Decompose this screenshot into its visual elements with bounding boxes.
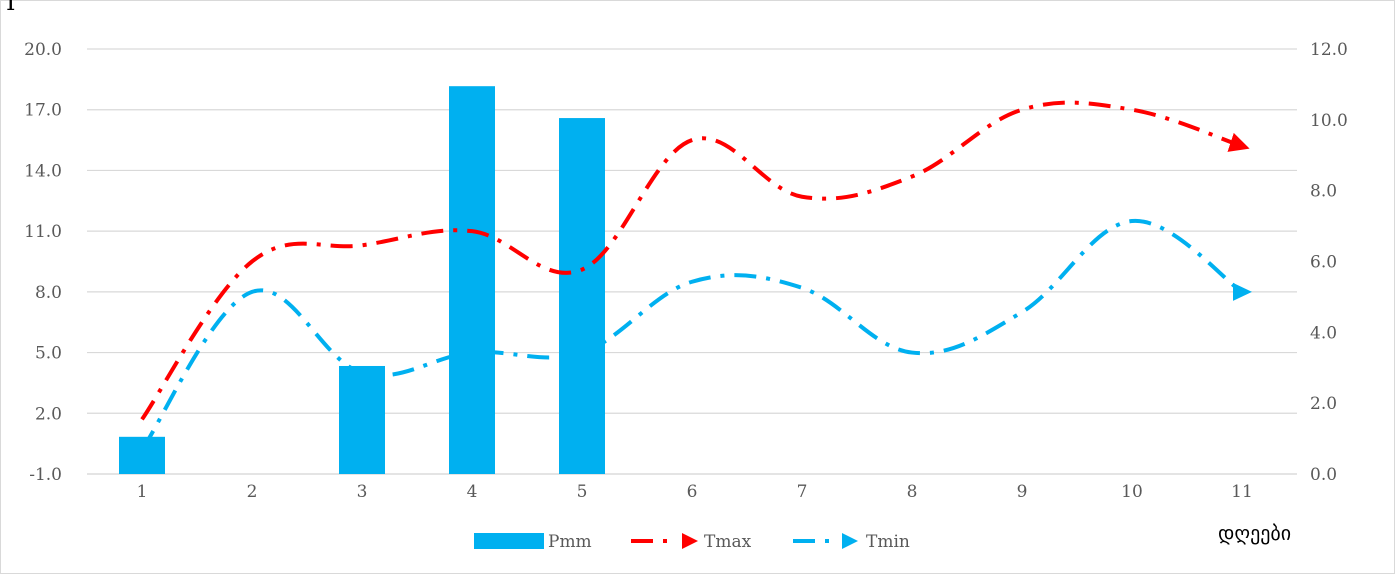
y-left-tick-label: 2.0 — [35, 404, 62, 424]
x-tick-label: 11 — [1231, 482, 1253, 502]
corner-label: I — [6, 0, 15, 16]
x-tick-label: 8 — [907, 482, 918, 502]
x-tick-label: 1 — [137, 482, 148, 502]
legend-label-pmm: Pmm — [548, 532, 592, 552]
line-tmin — [140, 219, 1244, 451]
y-right-tick-label: 12.0 — [1310, 40, 1348, 60]
y-left-tick-label: 5.0 — [35, 344, 62, 364]
y-left-tick-label: 11.0 — [24, 222, 62, 242]
x-tick-label: 7 — [797, 482, 808, 502]
y-right-tick-label: 2.0 — [1310, 394, 1337, 414]
legend-marker-tmax — [682, 533, 698, 549]
legend: Pmm Tmax Tmin — [474, 532, 910, 552]
tick-labels: 20.017.014.011.08.05.02.0-1.012.010.08.0… — [24, 40, 1348, 502]
legend-label-tmin: Tmin — [866, 532, 910, 552]
y-right-tick-label: 6.0 — [1310, 253, 1337, 273]
y-left-tick-label: 8.0 — [35, 283, 62, 303]
x-tick-label: 5 — [577, 482, 588, 502]
legend-marker-tmin — [842, 533, 858, 549]
line-tmax — [140, 100, 1250, 421]
x-tick-label: 9 — [1017, 482, 1028, 502]
x-tick-label: 10 — [1121, 482, 1143, 502]
y-left-tick-label: 14.0 — [24, 161, 62, 181]
bar-series — [119, 86, 605, 474]
legend-label-tmax: Tmax — [704, 532, 752, 552]
y-left-tick-label: -1.0 — [29, 465, 62, 485]
gridlines — [87, 48, 1297, 475]
line-series — [140, 100, 1252, 451]
bar-pmm — [449, 86, 495, 474]
x-tick-label: 3 — [357, 482, 368, 502]
line-end-marker-tmin — [1233, 282, 1252, 301]
legend-swatch-pmm — [474, 533, 544, 549]
x-tick-label: 6 — [687, 482, 698, 502]
y-left-tick-label: 20.0 — [24, 40, 62, 60]
x-tick-label: 4 — [467, 482, 478, 502]
y-right-tick-label: 4.0 — [1310, 323, 1337, 343]
y-right-tick-label: 8.0 — [1310, 182, 1337, 202]
y-right-tick-label: 0.0 — [1310, 465, 1337, 485]
bar-pmm — [339, 365, 385, 474]
y-right-tick-label: 10.0 — [1310, 111, 1348, 131]
x-tick-label: 2 — [247, 482, 258, 502]
bar-pmm — [119, 436, 165, 474]
x-axis-label: დღეები — [1218, 521, 1291, 545]
y-left-tick-label: 17.0 — [24, 101, 62, 121]
bar-pmm — [559, 118, 605, 474]
